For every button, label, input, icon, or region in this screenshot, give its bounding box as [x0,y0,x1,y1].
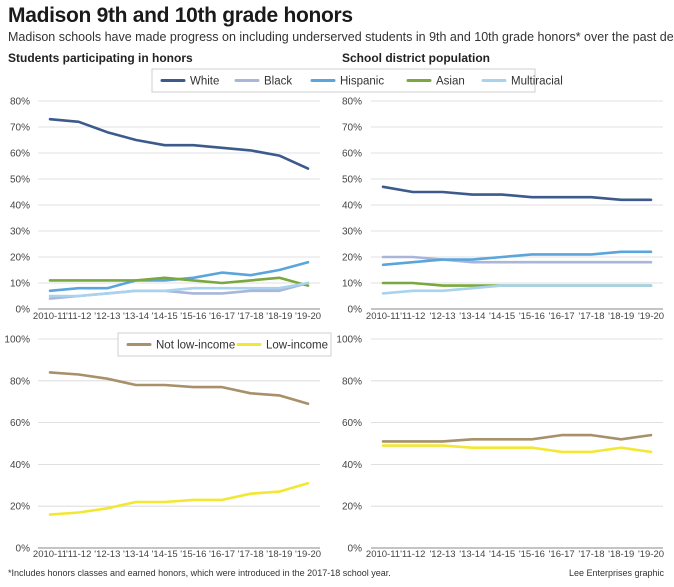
x-tick-label: '11-12 [66,549,91,560]
legend-label-black: Black [264,76,292,88]
x-tick-label: '19-20 [295,549,321,560]
series-line-hispanic [48,260,310,293]
legend-label-not-low-income: Not low-income [156,340,235,352]
y-tick-label: 80% [10,97,30,108]
credit: Lee Enterprises graphic [568,568,664,578]
x-tick-label: '16-17 [549,311,575,322]
x-tick-label: '16-17 [549,549,575,560]
panel-title-students-honors: Students participating in honors [8,51,193,65]
x-tick-label: '17-18 [578,311,604,322]
legend-label-hispanic: Hispanic [340,76,384,88]
legend-income [117,332,332,357]
series-line-multiracial [381,284,653,295]
x-tick-label: '13-14 [123,311,149,322]
x-tick-label: 2010-11 [366,311,400,322]
x-tick-label: '18-19 [266,549,292,560]
x-tick-label: '14-15 [489,549,515,560]
legend-label-white: White [190,76,219,88]
x-tick-label: '16-17 [209,549,235,560]
y-tick-label: 30% [342,227,362,238]
y-tick-label: 20% [342,502,362,513]
legend-label-low-income: Low-income [266,340,328,352]
y-tick-label: 60% [10,418,30,429]
y-tick-label: 70% [342,123,362,134]
x-tick-label: '14-15 [152,549,178,560]
panel-title-district-population: School district population [342,51,490,65]
x-tick-label: '19-20 [638,311,664,322]
x-tick-label: '17-18 [238,311,264,322]
y-tick-label: 30% [10,227,30,238]
y-tick-label: 70% [10,123,30,134]
series-line-low-income [381,444,653,454]
chart-title: Madison 9th and 10th grade honors [8,4,353,27]
y-tick-label: 80% [342,97,362,108]
x-tick-label: '15-16 [180,549,206,560]
series-line-not-low-income [48,371,310,406]
x-tick-label: '17-18 [238,549,264,560]
x-tick-label: '12-13 [429,549,455,560]
y-tick-label: 100% [4,335,30,346]
y-tick-label: 0% [348,305,363,316]
y-tick-label: 80% [10,376,30,387]
footnote: *Includes honors classes and earned hono… [8,568,391,578]
y-tick-label: 20% [342,253,362,264]
y-tick-label: 20% [10,502,30,513]
y-tick-label: 0% [16,544,31,555]
x-tick-label: '12-13 [94,549,120,560]
x-tick-label: '15-16 [519,549,545,560]
series-line-multiracial [48,281,310,298]
x-tick-label: 2010-11 [33,549,67,560]
y-tick-label: 10% [10,279,30,290]
x-tick-label: '11-12 [66,311,91,322]
series-line-hispanic [381,250,653,267]
y-tick-label: 60% [342,149,362,160]
x-tick-label: '13-14 [123,549,149,560]
x-tick-label: '15-16 [519,311,545,322]
x-tick-label: '19-20 [638,549,664,560]
y-tick-label: 0% [16,305,31,316]
y-tick-label: 40% [342,460,362,471]
x-tick-label: '12-13 [94,311,120,322]
x-tick-label: '11-12 [400,311,425,322]
y-tick-label: 60% [342,418,362,429]
series-line-white [381,185,653,202]
y-tick-label: 60% [10,149,30,160]
y-tick-label: 80% [342,376,362,387]
legend-label-asian: Asian [436,76,465,88]
y-tick-label: 40% [10,460,30,471]
x-tick-label: '14-15 [489,311,515,322]
x-tick-label: '15-16 [180,311,206,322]
x-tick-label: '12-13 [429,311,455,322]
series-line-not-low-income [381,433,653,443]
x-tick-label: 2010-11 [33,311,67,322]
x-tick-label: '13-14 [459,549,485,560]
x-tick-label: '17-18 [578,549,604,560]
x-tick-label: '18-19 [266,311,292,322]
series-line-black [381,255,653,264]
y-tick-label: 10% [342,279,362,290]
series-line-white [48,117,310,170]
y-tick-label: 20% [10,253,30,264]
y-tick-label: 0% [348,544,363,555]
x-tick-label: '18-19 [608,549,634,560]
y-tick-label: 50% [10,175,30,186]
y-tick-label: 100% [336,335,362,346]
x-tick-label: '13-14 [459,311,485,322]
x-tick-label: '14-15 [152,311,178,322]
series-line-low-income [48,481,310,516]
series-line-asian [48,276,310,287]
x-tick-label: 2010-11 [366,549,400,560]
x-tick-label: '11-12 [400,549,425,560]
x-tick-label: '16-17 [209,311,235,322]
y-tick-label: 40% [342,201,362,212]
x-tick-label: '18-19 [608,311,634,322]
y-tick-label: 50% [342,175,362,186]
legend-race [151,68,536,93]
y-tick-label: 40% [10,201,30,212]
legend-label-multiracial: Multiracial [511,76,563,88]
x-tick-label: '19-20 [295,311,321,322]
chart-subtitle: Madison schools have made progress on in… [8,30,674,44]
